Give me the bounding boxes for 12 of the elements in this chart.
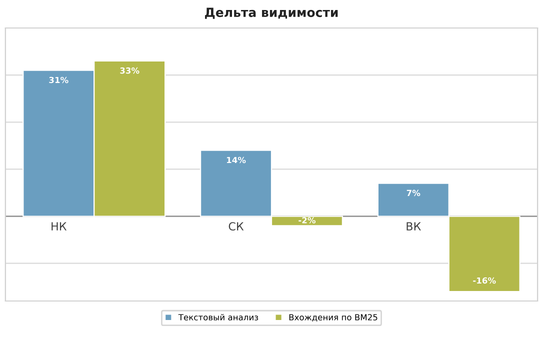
legend-label: Текстовый анализ [178,314,258,320]
data-label: -16% [473,277,496,284]
x-tick-label: ВК [406,222,421,230]
x-tick-label: СК [228,222,244,231]
chart-title: Дельта видимости [205,8,338,19]
x-tick-label: НК [52,222,67,230]
data-label: 31% [49,76,68,84]
data-label: 7% [406,190,420,196]
data-label: -2% [298,217,316,224]
data-label: 14% [226,156,246,164]
legend-label: Вхождения по BM25 [289,314,378,322]
data-label: 33% [120,67,140,74]
